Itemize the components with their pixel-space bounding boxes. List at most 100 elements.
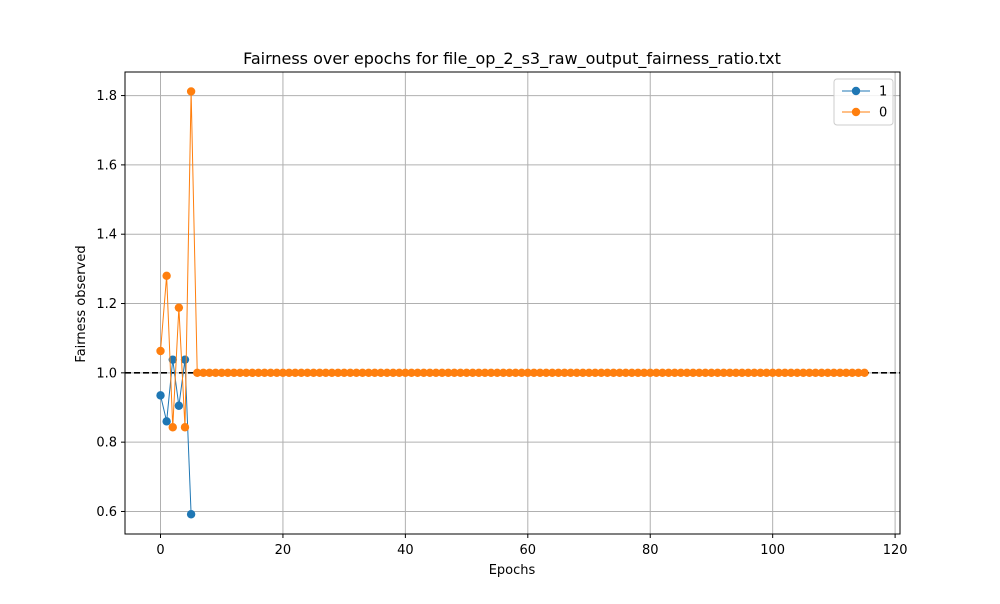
- data-point: [199, 368, 208, 378]
- data-point: [297, 368, 306, 378]
- data-point: [590, 368, 600, 378]
- data-point: [823, 368, 832, 378]
- data-point: [621, 368, 630, 378]
- data-point: [719, 368, 728, 378]
- data-point: [548, 368, 557, 378]
- data-point: [284, 368, 294, 378]
- data-point: [278, 368, 288, 378]
- data-point: [235, 368, 245, 378]
- data-point: [327, 368, 337, 378]
- data-point: [676, 368, 686, 378]
- data-point: [315, 368, 324, 378]
- plot-area-frame: [124, 71, 901, 535]
- data-point: [848, 368, 857, 378]
- data-point: [474, 368, 484, 378]
- data-point: [786, 368, 796, 378]
- data-point: [401, 368, 410, 378]
- data-point: [817, 368, 826, 378]
- data-point: [376, 368, 386, 378]
- data-point: [658, 368, 667, 378]
- data-point: [290, 368, 300, 378]
- data-point: [437, 368, 447, 378]
- data-point: [205, 368, 214, 378]
- data-point: [260, 368, 269, 378]
- legend-marker: [851, 86, 861, 96]
- legend-label: 1: [879, 85, 887, 100]
- data-point: [156, 391, 165, 400]
- data-point: [346, 368, 355, 378]
- data-point: [388, 368, 398, 378]
- y-tick-label: 1.0: [96, 366, 117, 381]
- x-tick-label: 60: [520, 543, 537, 558]
- data-point: [395, 368, 404, 378]
- data-point: [333, 368, 343, 378]
- x-tick-label: 40: [397, 543, 414, 558]
- data-point: [254, 368, 263, 378]
- data-point: [701, 368, 710, 378]
- data-point: [695, 368, 704, 378]
- data-point: [193, 368, 202, 378]
- data-point: [670, 368, 679, 378]
- data-point: [511, 368, 520, 378]
- data-point: [731, 368, 741, 378]
- data-point: [762, 368, 771, 378]
- data-point: [584, 368, 594, 378]
- data-point: [431, 368, 441, 378]
- data-point: [456, 368, 465, 378]
- data-point: [811, 368, 820, 378]
- data-point: [535, 368, 545, 378]
- data-point: [462, 368, 471, 378]
- data-point: [774, 368, 783, 378]
- data-point: [486, 368, 496, 378]
- series-0: [156, 87, 869, 432]
- data-point: [370, 368, 379, 378]
- data-point: [707, 368, 716, 378]
- data-point: [425, 368, 435, 378]
- series-group: [156, 87, 869, 519]
- legend-item: 0: [842, 106, 887, 121]
- data-point: [768, 368, 777, 378]
- data-point: [854, 368, 863, 378]
- y-tick-label: 0.8: [96, 436, 117, 451]
- data-point: [242, 368, 251, 378]
- data-point: [664, 368, 673, 378]
- data-point: [168, 423, 177, 432]
- data-point: [572, 368, 581, 378]
- data-point: [505, 368, 514, 378]
- data-point: [309, 368, 318, 378]
- data-point: [615, 368, 624, 378]
- data-point: [750, 368, 759, 378]
- data-point: [597, 368, 606, 378]
- data-point: [805, 368, 814, 378]
- x-axis-ticks: 0 20 40 60 80 100 120: [156, 534, 908, 558]
- data-point: [566, 368, 575, 378]
- data-point: [223, 368, 233, 378]
- data-point: [835, 368, 845, 378]
- data-point: [303, 368, 312, 378]
- y-tick-label: 0.6: [96, 505, 117, 520]
- data-point: [603, 368, 612, 378]
- data-point: [523, 368, 532, 378]
- x-tick-label: 20: [275, 543, 292, 558]
- data-point: [217, 368, 226, 378]
- data-point: [639, 368, 649, 378]
- data-point: [480, 368, 490, 378]
- data-point: [725, 368, 735, 378]
- data-point: [174, 303, 184, 312]
- data-point: [860, 368, 869, 378]
- data-point: [450, 368, 459, 378]
- data-point: [180, 423, 190, 432]
- x-tick-label: 80: [642, 543, 659, 558]
- x-tick-label: 120: [883, 543, 908, 558]
- data-point: [578, 368, 588, 378]
- data-point: [229, 368, 239, 378]
- data-point: [444, 368, 453, 378]
- data-point: [517, 368, 526, 378]
- data-point: [737, 368, 747, 378]
- data-point: [646, 368, 655, 378]
- y-axis-ticks: 0.6 0.8 1.0 1.2 1.4 1.6 1.8: [96, 89, 125, 520]
- data-point: [186, 510, 196, 519]
